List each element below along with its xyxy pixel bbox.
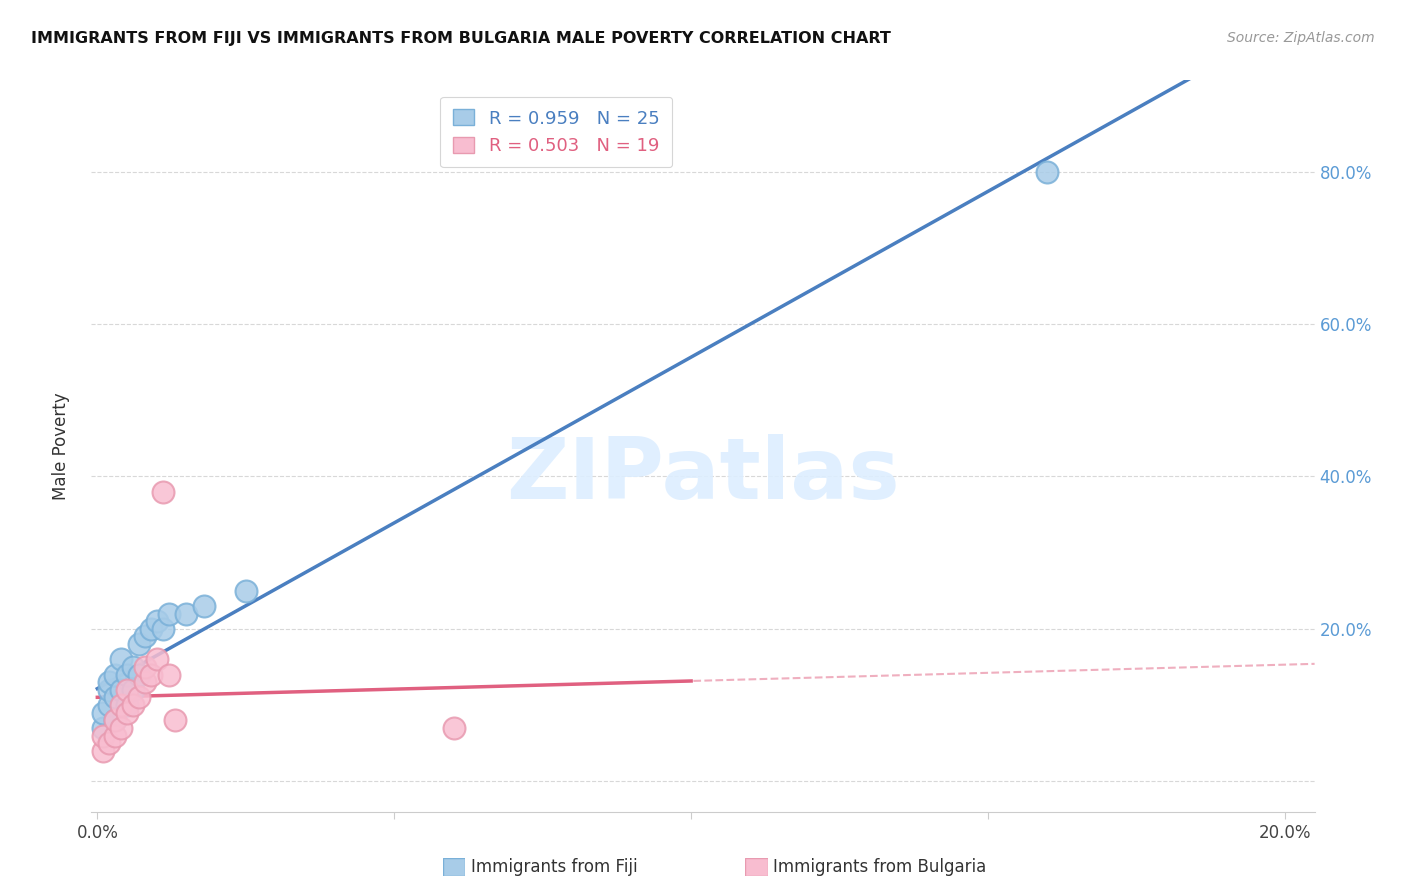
Text: Source: ZipAtlas.com: Source: ZipAtlas.com (1227, 31, 1375, 45)
Point (139, 622, 162, 636)
Point (1036, 164, 1059, 178)
Text: Immigrants from Fiji: Immigrants from Fiji (471, 858, 638, 876)
Point (235, 583, 257, 598)
Point (128, 637, 150, 651)
Point (157, 607, 180, 621)
Point (152, 484, 174, 499)
Point (110, 698, 132, 712)
Point (104, 714, 127, 728)
Text: Immigrants from Bulgaria: Immigrants from Bulgaria (773, 858, 987, 876)
Point (98, 675, 121, 690)
Point (91, 706, 114, 720)
Point (134, 630, 156, 644)
Point (176, 607, 198, 621)
Point (122, 698, 145, 712)
Point (98, 682, 121, 697)
Point (157, 667, 180, 681)
Text: ZIPatlas: ZIPatlas (506, 434, 900, 516)
Point (128, 690, 150, 705)
Text: IMMIGRANTS FROM FIJI VS IMMIGRANTS FROM BULGARIA MALE POVERTY CORRELATION CHART: IMMIGRANTS FROM FIJI VS IMMIGRANTS FROM … (31, 31, 891, 46)
Point (115, 682, 138, 697)
Point (91, 729, 114, 743)
Point (115, 698, 138, 712)
Point (115, 667, 138, 681)
Point (110, 652, 132, 666)
Point (122, 682, 145, 697)
Point (128, 667, 150, 681)
Point (443, 721, 465, 735)
Point (145, 652, 167, 666)
Point (98, 698, 121, 712)
Point (91, 721, 114, 735)
Point (110, 721, 132, 735)
Point (145, 614, 167, 628)
Point (98, 736, 121, 750)
Point (139, 667, 162, 681)
Point (152, 622, 174, 636)
Point (115, 706, 138, 720)
Point (134, 675, 156, 690)
Legend: R = 0.959   N = 25, R = 0.503   N = 19: R = 0.959 N = 25, R = 0.503 N = 19 (440, 96, 672, 168)
Point (91, 744, 114, 758)
Y-axis label: Male Poverty: Male Poverty (52, 392, 70, 500)
Point (134, 660, 156, 674)
Point (104, 729, 127, 743)
Point (104, 714, 127, 728)
Point (104, 667, 127, 681)
Point (104, 690, 127, 705)
Point (163, 714, 186, 728)
Point (110, 682, 132, 697)
Point (122, 660, 145, 674)
Point (193, 599, 215, 613)
